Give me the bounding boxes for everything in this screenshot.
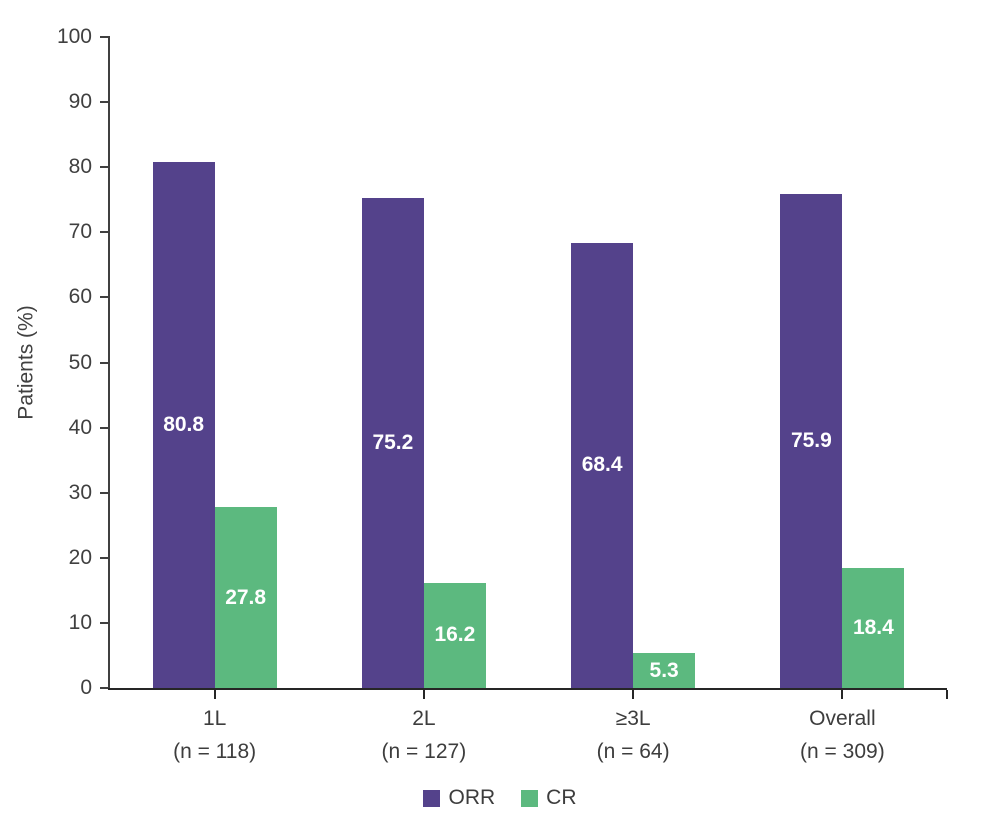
y-tick xyxy=(100,556,108,559)
x-category-n: (n = 309) xyxy=(800,740,885,763)
bar-orr-1 xyxy=(361,198,424,688)
bar-cr-2 xyxy=(633,653,696,688)
y-tick-label: 100 xyxy=(56,25,92,48)
legend-item-orr: ORR xyxy=(423,786,495,810)
x-category-line: 1L xyxy=(202,707,227,730)
x-category-label: ≥3L (n = 64) xyxy=(528,702,738,768)
y-tick-label: 40 xyxy=(68,415,92,439)
legend-swatch-icon xyxy=(521,789,539,807)
x-tick xyxy=(422,690,425,699)
x-tick xyxy=(946,690,948,699)
y-tick xyxy=(100,36,108,38)
y-tick xyxy=(100,361,108,364)
y-tick-label: 0 xyxy=(80,676,92,699)
bar-value-label: 75.2 xyxy=(372,431,414,455)
y-tick-label: 60 xyxy=(68,285,92,309)
y-tick xyxy=(100,621,108,624)
y-tick xyxy=(100,166,108,169)
x-category-label: 1L (n = 118) xyxy=(110,702,320,768)
bar-orr-2 xyxy=(571,242,634,688)
y-tick-label: 50 xyxy=(68,350,92,374)
bar-value-label: 75.9 xyxy=(790,428,832,452)
x-tick xyxy=(213,690,216,699)
legend-label: ORR xyxy=(448,786,496,809)
y-axis-line xyxy=(108,36,110,688)
x-category-line: 2L xyxy=(412,707,436,730)
legend-swatch-icon xyxy=(423,789,441,807)
y-tick xyxy=(100,426,108,429)
y-tick-label: 30 xyxy=(68,480,92,504)
y-tick xyxy=(100,296,108,299)
x-category-label: 2L (n = 127) xyxy=(319,702,529,768)
legend-item-cr: CR xyxy=(521,786,577,810)
legend-label: CR xyxy=(546,786,577,809)
bar-orr-3 xyxy=(780,193,843,688)
y-tick xyxy=(100,231,108,234)
bar-cr-1 xyxy=(423,582,486,688)
bar-value-label: 68.4 xyxy=(581,453,623,477)
bar-value-label: 18.4 xyxy=(852,616,894,640)
y-tick xyxy=(100,101,108,104)
y-tick-label: 70 xyxy=(68,220,92,244)
bar-value-label: 5.3 xyxy=(649,658,679,682)
y-tick-label: 80 xyxy=(68,155,92,179)
y-tick xyxy=(100,687,108,689)
bar-value-label: 16.2 xyxy=(434,623,476,647)
y-tick xyxy=(100,491,108,494)
x-category-n: (n = 127) xyxy=(381,740,467,763)
x-category-n: (n = 118) xyxy=(173,740,257,763)
y-tick-label: 10 xyxy=(68,610,92,634)
bar-orr-0 xyxy=(152,161,215,688)
bar-cr-3 xyxy=(842,568,905,688)
x-category-label: Overall (n = 309) xyxy=(737,702,947,768)
bar-value-label: 80.8 xyxy=(163,412,205,436)
x-tick xyxy=(841,690,844,699)
bar-value-label: 27.8 xyxy=(225,585,267,609)
x-category-line: ≥3L xyxy=(615,707,651,730)
x-category-line: Overall xyxy=(809,707,876,730)
legend: ORR CR xyxy=(0,786,1000,810)
y-tick-label: 90 xyxy=(68,90,92,114)
x-category-n: (n = 64) xyxy=(596,740,670,763)
x-tick xyxy=(632,690,635,699)
x-axis-line xyxy=(108,688,947,690)
bar-cr-0 xyxy=(214,507,277,688)
y-tick-label: 20 xyxy=(68,545,92,569)
